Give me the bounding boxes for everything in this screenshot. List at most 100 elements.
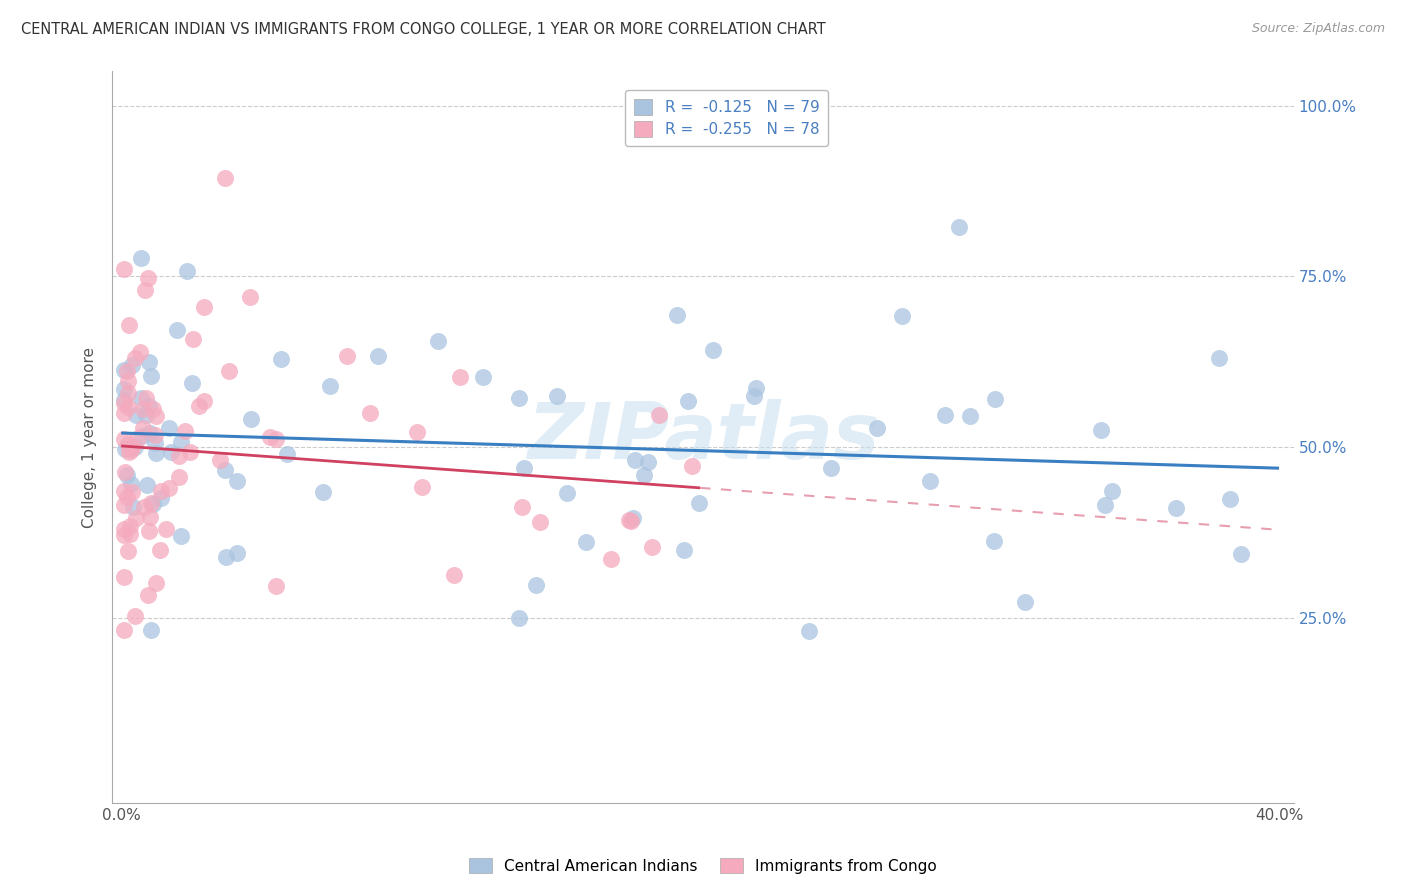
Point	[127, 431, 149, 445]
Point	[124, 351, 146, 366]
Point	[513, 461, 536, 475]
Point	[134, 283, 156, 297]
Point	[866, 421, 889, 435]
Point	[688, 496, 710, 510]
Point	[141, 624, 163, 638]
Point	[681, 458, 703, 473]
Point	[120, 518, 142, 533]
Point	[142, 497, 165, 511]
Point	[114, 465, 136, 479]
Point	[1229, 547, 1251, 561]
Point	[1094, 498, 1116, 512]
Point	[214, 171, 236, 186]
Point	[920, 474, 942, 488]
Point	[159, 445, 181, 459]
Point	[619, 514, 641, 528]
Point	[131, 421, 153, 435]
Point	[129, 391, 152, 405]
Point	[145, 427, 167, 442]
Point	[1164, 500, 1187, 515]
Point	[139, 426, 162, 441]
Point	[193, 300, 215, 314]
Point	[138, 355, 160, 369]
Point	[264, 432, 287, 446]
Point	[112, 528, 135, 542]
Point	[209, 452, 232, 467]
Point	[145, 446, 167, 460]
Point	[411, 480, 433, 494]
Point	[120, 527, 142, 541]
Point	[934, 408, 956, 422]
Point	[145, 575, 167, 590]
Point	[117, 437, 139, 451]
Point	[1219, 492, 1241, 507]
Point	[124, 440, 146, 454]
Point	[169, 529, 191, 543]
Point	[891, 309, 914, 323]
Point	[633, 467, 655, 482]
Point	[1014, 595, 1036, 609]
Text: Source: ZipAtlas.com: Source: ZipAtlas.com	[1251, 22, 1385, 36]
Text: ZIPatlas: ZIPatlas	[527, 399, 879, 475]
Point	[259, 430, 281, 444]
Point	[124, 609, 146, 624]
Point	[443, 568, 465, 582]
Point	[112, 382, 135, 396]
Point	[529, 516, 551, 530]
Point	[157, 421, 180, 435]
Point	[117, 467, 139, 482]
Point	[166, 323, 188, 337]
Point	[117, 374, 139, 388]
Point	[336, 349, 359, 363]
Point	[600, 551, 623, 566]
Point	[181, 332, 204, 346]
Point	[112, 498, 135, 512]
Point	[149, 543, 172, 558]
Point	[141, 369, 163, 384]
Point	[240, 412, 263, 426]
Point	[510, 500, 533, 515]
Point	[125, 511, 148, 525]
Point	[167, 469, 190, 483]
Point	[226, 474, 249, 488]
Point	[118, 318, 141, 332]
Point	[742, 388, 765, 402]
Point	[142, 402, 165, 417]
Point	[214, 463, 236, 477]
Point	[131, 251, 153, 265]
Point	[575, 534, 598, 549]
Legend: R =  -0.125   N = 79, R =  -0.255   N = 78: R = -0.125 N = 79, R = -0.255 N = 78	[624, 90, 828, 146]
Point	[180, 376, 202, 391]
Point	[637, 455, 659, 469]
Point	[121, 440, 143, 454]
Point	[673, 543, 696, 558]
Point	[948, 220, 970, 235]
Point	[678, 394, 700, 409]
Y-axis label: College, 1 year or more: College, 1 year or more	[82, 347, 97, 527]
Point	[120, 443, 142, 458]
Point	[117, 364, 139, 378]
Point	[150, 491, 173, 505]
Point	[983, 534, 1005, 549]
Point	[959, 409, 981, 424]
Point	[131, 428, 153, 442]
Point	[1208, 351, 1230, 365]
Point	[188, 399, 211, 413]
Point	[648, 409, 671, 423]
Legend: Central American Indians, Immigrants from Congo: Central American Indians, Immigrants fro…	[463, 852, 943, 880]
Point	[143, 436, 166, 450]
Point	[367, 349, 389, 363]
Point	[1090, 423, 1112, 437]
Point	[117, 385, 139, 400]
Point	[619, 513, 641, 527]
Point	[139, 510, 162, 524]
Point	[128, 345, 150, 359]
Point	[115, 490, 138, 504]
Point	[150, 484, 173, 499]
Point	[120, 476, 142, 491]
Point	[136, 588, 159, 602]
Point	[132, 402, 155, 417]
Point	[157, 481, 180, 495]
Point	[745, 382, 768, 396]
Point	[557, 485, 579, 500]
